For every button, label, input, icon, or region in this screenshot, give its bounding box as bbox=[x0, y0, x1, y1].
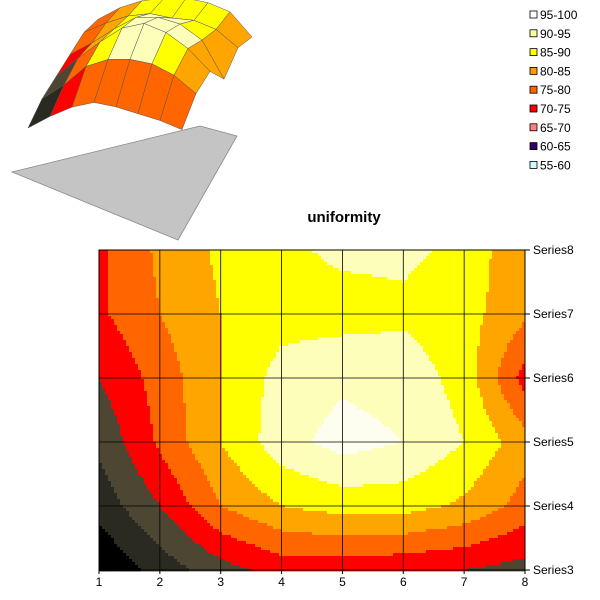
legend-swatch bbox=[529, 142, 538, 151]
surface-facet bbox=[159, 74, 197, 130]
legend-label: 55-60 bbox=[540, 158, 571, 172]
x-tick-label: 6 bbox=[400, 575, 407, 589]
legend-label: 65-70 bbox=[540, 121, 571, 135]
x-tick-label: 3 bbox=[217, 575, 224, 589]
legend-swatch bbox=[529, 29, 538, 38]
x-tick-label: 2 bbox=[157, 575, 164, 589]
chart-title: uniformity bbox=[307, 209, 381, 226]
legend-swatch bbox=[529, 160, 538, 169]
x-tick-label: 4 bbox=[278, 575, 285, 589]
series-label: Series8 bbox=[533, 243, 574, 257]
surface-floor bbox=[10, 125, 238, 241]
x-axis: 1 2 3 4 5 6 7 8 bbox=[96, 570, 529, 589]
y-axis-right: Series3 Series4 Series5 Series6 Series7 Serie… bbox=[525, 243, 574, 577]
legend-label: 90-95 bbox=[540, 27, 571, 41]
x-tick-label: 1 bbox=[96, 575, 103, 589]
legend-swatch bbox=[529, 123, 538, 132]
x-tick-label: 5 bbox=[339, 575, 346, 589]
series-label: Series7 bbox=[533, 307, 574, 321]
surface-3d-thumbnail bbox=[10, 0, 253, 241]
legend-label: 70-75 bbox=[540, 102, 571, 116]
series-label: Series4 bbox=[533, 499, 574, 513]
legend-swatch bbox=[529, 10, 538, 19]
legend-label: 75-80 bbox=[540, 83, 571, 97]
legend-label: 60-65 bbox=[540, 140, 571, 154]
legend-swatch bbox=[529, 85, 538, 94]
legend-swatch bbox=[529, 67, 538, 75]
legend: 95-100 90-95 85-90 80-85 75-80 70-75 65-70 60-6… bbox=[529, 8, 578, 172]
legend-label: 80-85 bbox=[540, 64, 571, 78]
x-tick-label: 7 bbox=[461, 575, 468, 589]
series-label: Series3 bbox=[533, 563, 574, 577]
legend-label: 95-100 bbox=[540, 8, 578, 22]
series-label: Series6 bbox=[533, 371, 574, 385]
series-label: Series5 bbox=[533, 435, 574, 449]
legend-swatch bbox=[529, 48, 538, 56]
legend-label: 85-90 bbox=[540, 46, 571, 60]
legend-swatch bbox=[529, 104, 538, 113]
x-tick-label: 8 bbox=[522, 575, 529, 589]
plot-area bbox=[98, 249, 526, 572]
